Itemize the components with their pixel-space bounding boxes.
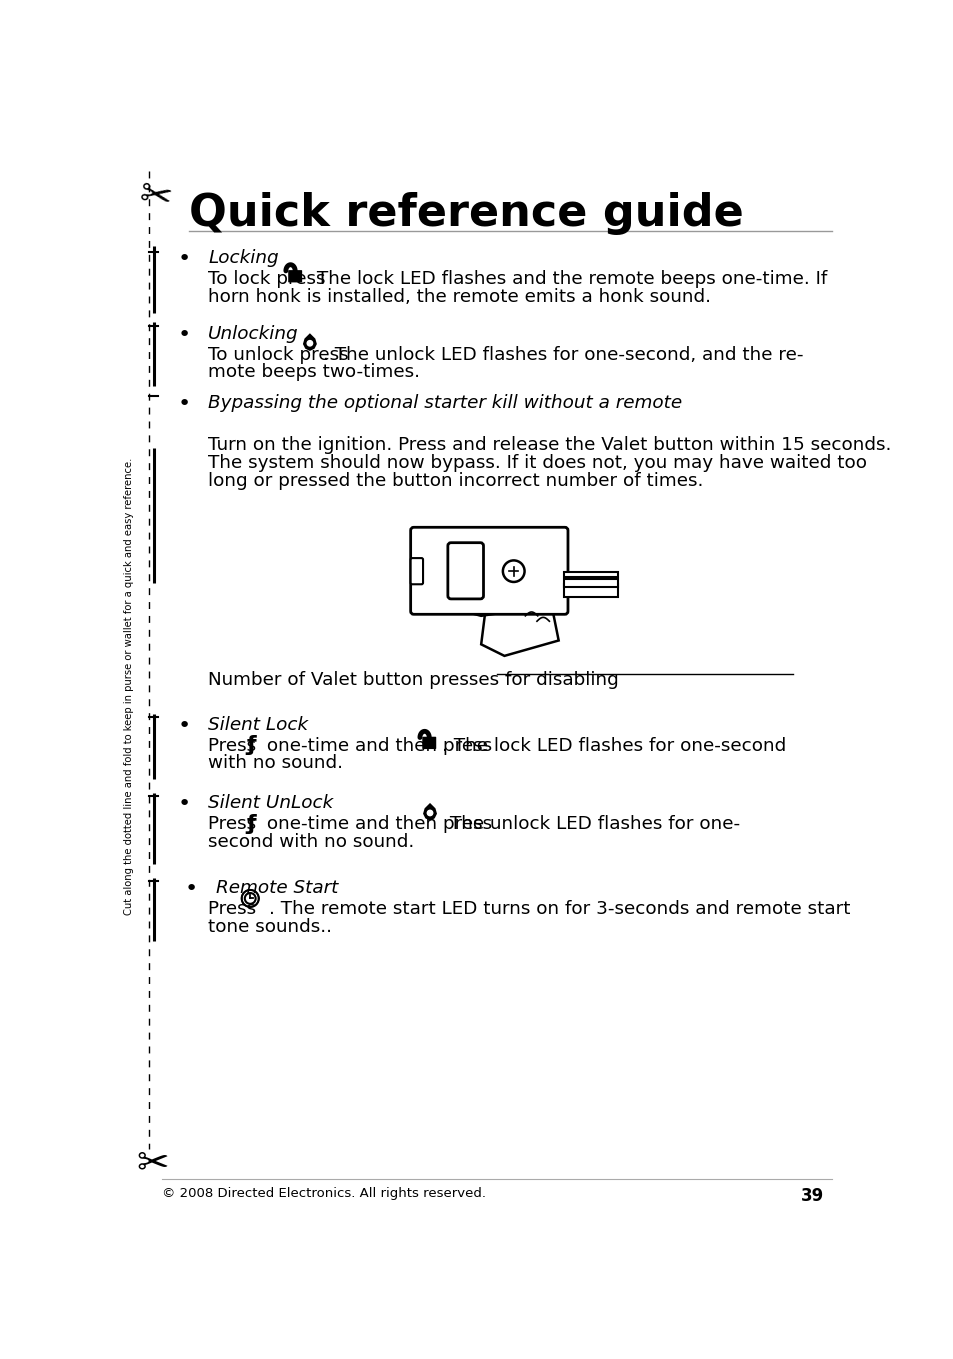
Text: horn honk is installed, the remote emits a honk sound.: horn honk is installed, the remote emits… — [208, 288, 711, 306]
Text: •: • — [177, 394, 191, 414]
Text: Silent Lock: Silent Lock — [208, 716, 308, 734]
Text: •: • — [177, 716, 191, 737]
FancyBboxPatch shape — [422, 737, 436, 749]
Text: ✂: ✂ — [136, 1144, 169, 1182]
Polygon shape — [500, 579, 555, 601]
FancyBboxPatch shape — [288, 270, 302, 283]
Text: Press: Press — [208, 900, 262, 917]
Text: 39: 39 — [801, 1188, 823, 1205]
Text: •: • — [177, 795, 191, 814]
Text: . The lock LED flashes for one-second: . The lock LED flashes for one-second — [442, 737, 786, 754]
Text: Quick reference guide: Quick reference guide — [189, 193, 743, 235]
Text: Bypassing the optional starter kill without a remote: Bypassing the optional starter kill with… — [208, 394, 681, 412]
Text: tone sounds..: tone sounds.. — [208, 917, 332, 936]
Text: ✂: ✂ — [136, 174, 174, 217]
Text: second with no sound.: second with no sound. — [208, 833, 415, 851]
Text: Press: Press — [208, 737, 262, 754]
Text: Unlocking: Unlocking — [208, 325, 298, 342]
Text: To unlock press: To unlock press — [208, 345, 355, 364]
Polygon shape — [422, 803, 436, 821]
Text: Locking: Locking — [208, 249, 278, 268]
Text: mote beeps two-times.: mote beeps two-times. — [208, 363, 420, 382]
Text: •: • — [177, 325, 191, 345]
Text: ƒ: ƒ — [246, 814, 255, 833]
Text: The unlock LED flashes for one-: The unlock LED flashes for one- — [443, 815, 740, 833]
Polygon shape — [303, 333, 316, 351]
Text: Turn on the ignition. Press and release the Valet button within 15 seconds.: Turn on the ignition. Press and release … — [208, 436, 891, 454]
Text: To lock press: To lock press — [208, 270, 332, 288]
Circle shape — [427, 810, 433, 815]
Text: long or pressed the button incorrect number of times.: long or pressed the button incorrect num… — [208, 472, 703, 489]
Text: with no sound.: with no sound. — [208, 754, 343, 772]
Text: . The remote start LED turns on for 3-seconds and remote start: . The remote start LED turns on for 3-se… — [269, 900, 849, 917]
Circle shape — [307, 341, 313, 347]
Bar — [563, 583, 618, 598]
Text: © 2008 Directed Electronics. All rights reserved.: © 2008 Directed Electronics. All rights … — [162, 1188, 485, 1200]
Text: . The unlock LED flashes for one-second, and the re-: . The unlock LED flashes for one-second,… — [323, 345, 802, 364]
Text: Press: Press — [208, 815, 262, 833]
Polygon shape — [480, 602, 558, 656]
Circle shape — [502, 560, 524, 582]
Polygon shape — [450, 594, 497, 616]
Text: Number of Valet button presses for disabling: Number of Valet button presses for disab… — [208, 671, 618, 689]
Text: ƒ: ƒ — [246, 735, 255, 756]
Text: The system should now bypass. If it does not, you may have waited too: The system should now bypass. If it does… — [208, 454, 866, 472]
Text: Remote Start: Remote Start — [216, 879, 338, 897]
FancyBboxPatch shape — [447, 542, 483, 599]
Text: The lock LED flashes and the remote beeps one-time. If: The lock LED flashes and the remote beep… — [311, 270, 826, 288]
Bar — [563, 572, 618, 578]
Text: Silent UnLock: Silent UnLock — [208, 795, 334, 813]
Text: Cut along the dotted line and fold to keep in purse or wallet for a quick and ea: Cut along the dotted line and fold to ke… — [124, 458, 134, 916]
Text: •: • — [185, 879, 198, 900]
FancyBboxPatch shape — [410, 527, 567, 614]
Circle shape — [245, 893, 255, 904]
FancyBboxPatch shape — [410, 559, 422, 584]
Bar — [563, 579, 618, 587]
Text: •: • — [177, 249, 191, 269]
Text: one-time and then press: one-time and then press — [261, 737, 497, 754]
Text: one-time and then press: one-time and then press — [261, 815, 497, 833]
